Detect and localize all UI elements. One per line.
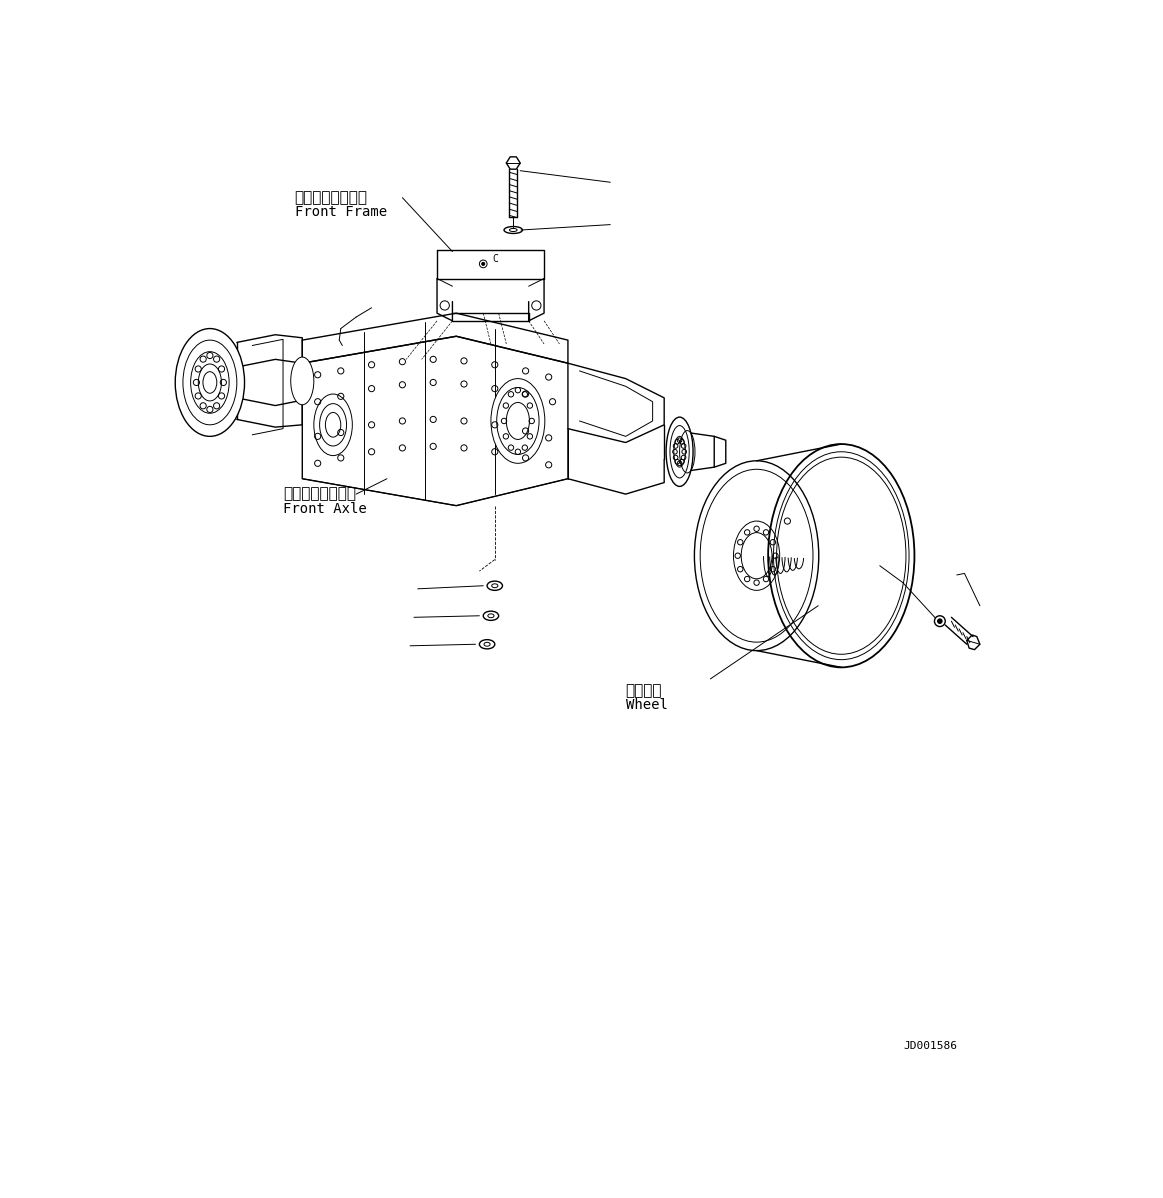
Text: JD001586: JD001586 (902, 1041, 957, 1051)
Ellipse shape (673, 436, 685, 467)
Ellipse shape (491, 379, 544, 464)
Text: Front Axle: Front Axle (283, 502, 366, 516)
Ellipse shape (314, 394, 352, 455)
Text: フロントフレーム: フロントフレーム (294, 190, 368, 205)
Text: Front Frame: Front Frame (294, 205, 387, 219)
Ellipse shape (487, 581, 502, 591)
Text: フロントアクスル: フロントアクスル (283, 486, 356, 502)
Text: C: C (492, 254, 499, 264)
Circle shape (481, 262, 485, 266)
Circle shape (937, 619, 942, 623)
Ellipse shape (291, 357, 314, 405)
Text: Wheel: Wheel (626, 698, 668, 712)
Ellipse shape (484, 611, 499, 621)
Ellipse shape (768, 444, 914, 667)
Circle shape (934, 616, 946, 627)
Ellipse shape (479, 640, 494, 649)
Ellipse shape (176, 328, 244, 436)
Text: ホイール: ホイール (626, 683, 662, 697)
Ellipse shape (666, 417, 693, 486)
Ellipse shape (204, 371, 216, 393)
Ellipse shape (504, 226, 522, 234)
